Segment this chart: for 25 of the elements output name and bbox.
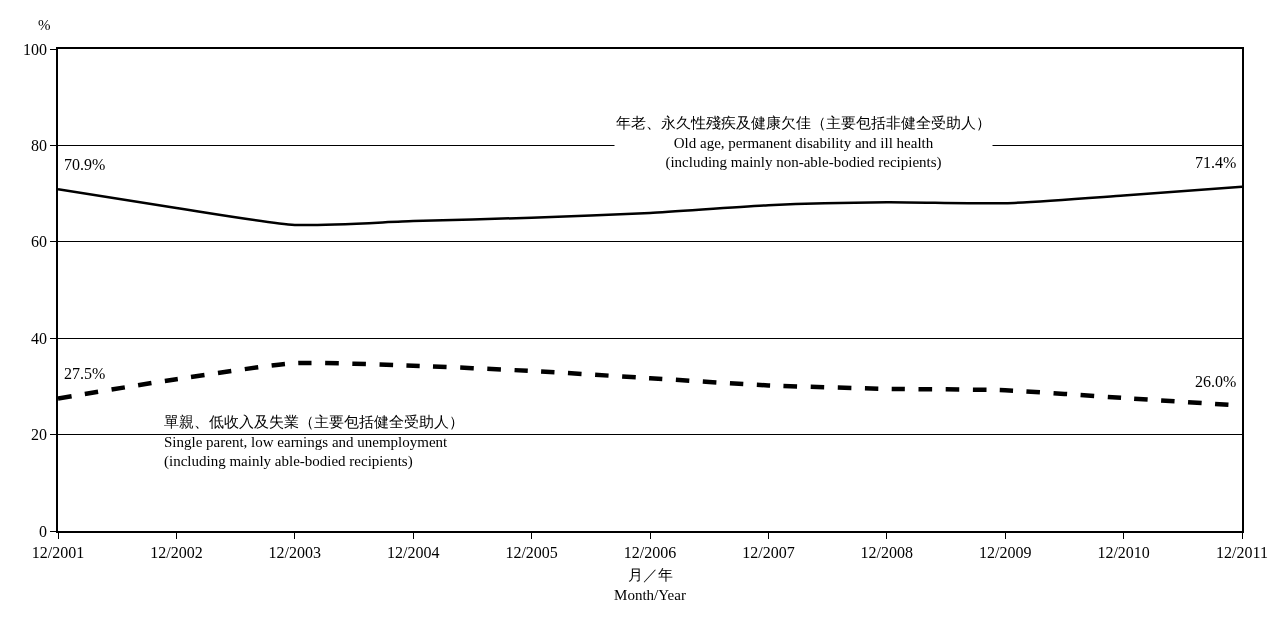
y-tick-label: 40 xyxy=(31,329,48,347)
x-tick-label: 12/2003 xyxy=(268,543,322,561)
data-label: 26.0% xyxy=(1195,373,1237,390)
x-axis-title: 月／年 Month/Year xyxy=(614,567,686,603)
text: 單親、低收入及失業（主要包括健全受助人） Single parent, low earnings and unemployment (including mainly able-bodied recipients) xyxy=(164,414,464,470)
y-tick-label: 60 xyxy=(31,233,48,251)
y-tick-label: 0 xyxy=(39,522,48,540)
x-tick-label: 12/2004 xyxy=(386,543,440,561)
y-tick-label: 80 xyxy=(31,137,48,154)
x-tick-label: 12/2007 xyxy=(742,543,795,561)
x-tick-label: 12/2005 xyxy=(505,543,558,561)
y-axis-title: % xyxy=(38,17,51,33)
x-tick-label: 12/2009 xyxy=(978,543,1032,561)
text: 年老、永久性殘疾及健康欠佳（主要包括非健全受助人） Old age, permanent disability and ill health (including mainly non-able-bodied recipients) xyxy=(616,115,991,171)
x-tick-label: 12/2002 xyxy=(150,543,203,561)
y-tick-label: 20 xyxy=(31,426,48,444)
data-label: 70.9% xyxy=(64,156,106,173)
y-tick-label: 100 xyxy=(23,40,48,58)
data-label: 27.5% xyxy=(64,365,106,382)
data-label: 71.4% xyxy=(1195,154,1237,171)
x-tick-label: 12/2010 xyxy=(1097,543,1150,561)
x-tick-label: 12/2008 xyxy=(860,543,914,561)
x-tick-label: 12/2001 xyxy=(31,543,85,561)
x-tick-label: 12/2006 xyxy=(623,543,677,561)
x-tick-label: 12/2011 xyxy=(1216,543,1268,561)
